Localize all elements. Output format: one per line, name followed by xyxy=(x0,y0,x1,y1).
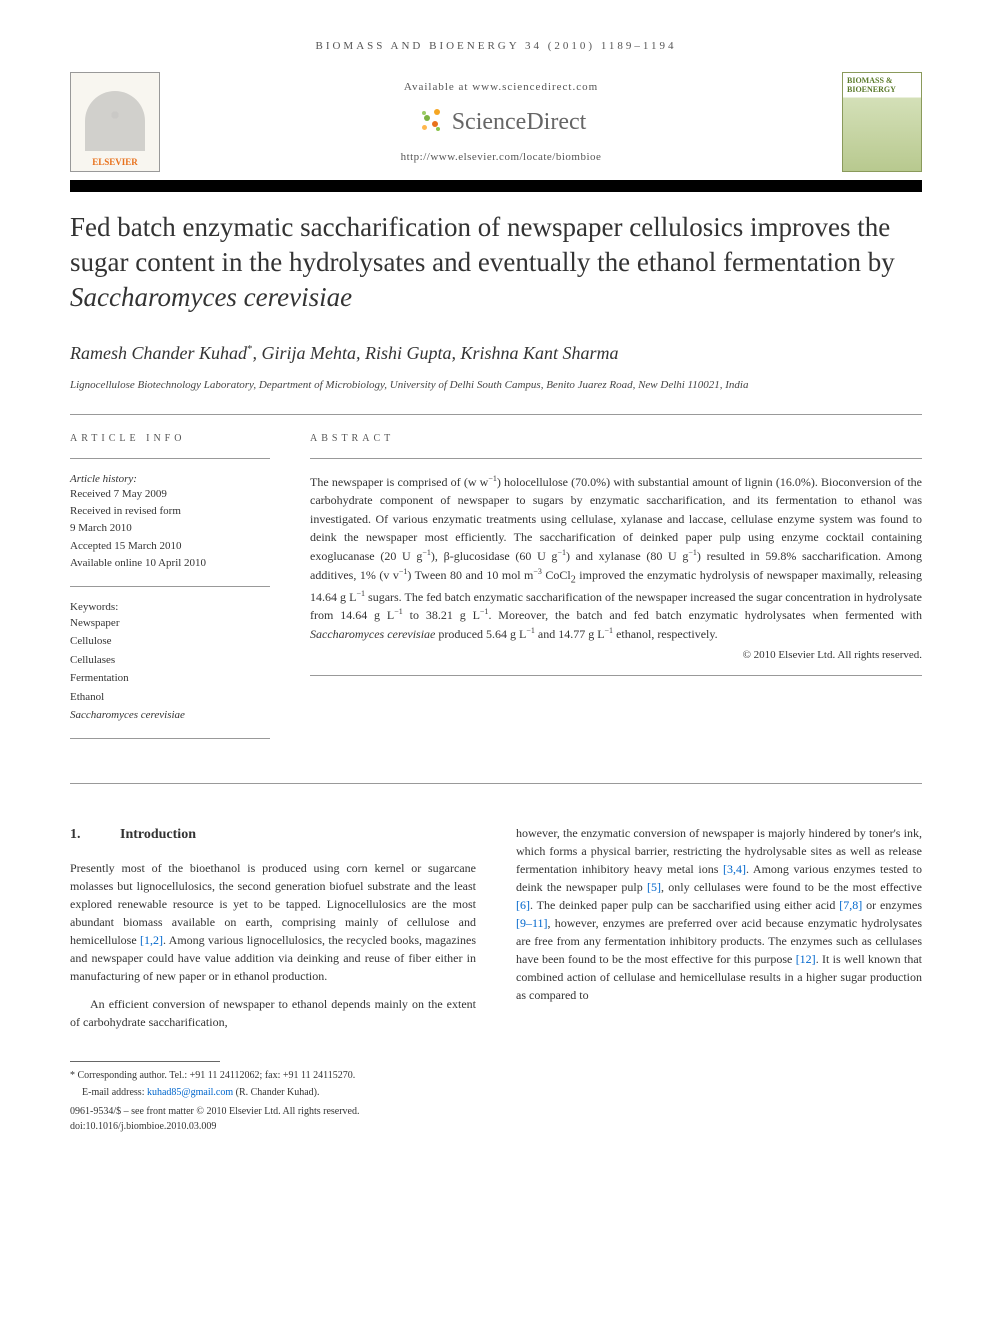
divider xyxy=(310,675,922,676)
body-paragraph: however, the enzymatic conversion of new… xyxy=(516,824,922,1004)
body-two-column: 1.Introduction Presently most of the bio… xyxy=(70,824,922,1134)
divider xyxy=(70,586,270,587)
history-item: Available online 10 April 2010 xyxy=(70,556,270,571)
keyword: Saccharomyces cerevisiae xyxy=(70,707,270,724)
keyword: Ethanol xyxy=(70,689,270,706)
publisher-banner: ELSEVIER Available at www.sciencedirect.… xyxy=(70,72,922,172)
journal-cover-thumbnail: BIOMASS & BIOENERGY xyxy=(842,72,922,172)
article-history-label: Article history: xyxy=(70,473,270,485)
cover-title: BIOMASS & BIOENERGY xyxy=(847,77,917,95)
divider xyxy=(70,414,922,415)
keyword: Cellulose xyxy=(70,633,270,650)
section-title: Introduction xyxy=(120,827,196,842)
history-item: Received 7 May 2009 xyxy=(70,487,270,502)
footnote-area: * Corresponding author. Tel.: +91 11 241… xyxy=(70,1061,476,1134)
email-label: E-mail address: xyxy=(82,1087,147,1098)
abstract-text: The newspaper is comprised of (w w−1) ho… xyxy=(310,473,922,644)
right-column: however, the enzymatic conversion of new… xyxy=(516,824,922,1134)
body-paragraph: Presently most of the bioethanol is prod… xyxy=(70,859,476,985)
sciencedirect-logo[interactable]: ScienceDirect xyxy=(416,107,587,137)
keywords-label: Keywords: xyxy=(70,601,270,613)
divider xyxy=(70,458,270,459)
elsevier-label: ELSEVIER xyxy=(92,157,138,167)
divider xyxy=(70,783,922,784)
author-email-link[interactable]: kuhad85@gmail.com xyxy=(147,1087,233,1098)
history-item: Received in revised form xyxy=(70,504,270,519)
keyword: Fermentation xyxy=(70,670,270,687)
info-abstract-row: ARTICLE INFO Article history: Received 7… xyxy=(70,433,922,753)
journal-url[interactable]: http://www.elsevier.com/locate/biombioe xyxy=(180,151,822,163)
elsevier-logo: ELSEVIER xyxy=(70,72,160,172)
section-number: 1. xyxy=(70,824,120,845)
author-list: Ramesh Chander Kuhad*, Girija Mehta, Ris… xyxy=(70,343,922,364)
history-item: 9 March 2010 xyxy=(70,521,270,536)
banner-center: Available at www.sciencedirect.com Scien… xyxy=(180,81,822,163)
abstract-heading: ABSTRACT xyxy=(310,433,922,444)
available-at-text: Available at www.sciencedirect.com xyxy=(180,81,822,93)
keyword: Newspaper xyxy=(70,615,270,632)
title-separator-bar xyxy=(70,180,922,192)
author-affiliation: Lignocellulose Biotechnology Laboratory,… xyxy=(70,378,922,393)
divider xyxy=(310,458,922,459)
left-column: 1.Introduction Presently most of the bio… xyxy=(70,824,476,1134)
section-heading: 1.Introduction xyxy=(70,824,476,845)
history-item: Accepted 15 March 2010 xyxy=(70,539,270,554)
elsevier-tree-icon xyxy=(85,91,145,151)
email-suffix: (R. Chander Kuhad). xyxy=(233,1087,319,1098)
sciencedirect-text: ScienceDirect xyxy=(452,109,587,136)
article-info-column: ARTICLE INFO Article history: Received 7… xyxy=(70,433,270,753)
issn-line: 0961-9534/$ – see front matter © 2010 El… xyxy=(70,1104,476,1119)
sciencedirect-icon xyxy=(416,107,446,137)
body-paragraph: An efficient conversion of newspaper to … xyxy=(70,995,476,1031)
article-title: Fed batch enzymatic saccharification of … xyxy=(70,210,922,315)
email-line: E-mail address: kuhad85@gmail.com (R. Ch… xyxy=(82,1085,476,1100)
divider xyxy=(70,738,270,739)
doi-line: doi:10.1016/j.biombioe.2010.03.009 xyxy=(70,1119,476,1134)
article-info-heading: ARTICLE INFO xyxy=(70,433,270,444)
abstract-copyright: © 2010 Elsevier Ltd. All rights reserved… xyxy=(310,649,922,661)
corresponding-author: * Corresponding author. Tel.: +91 11 241… xyxy=(70,1068,476,1083)
abstract-column: ABSTRACT The newspaper is comprised of (… xyxy=(310,433,922,753)
journal-running-header: BIOMASS AND BIOENERGY 34 (2010) 1189–119… xyxy=(70,40,922,52)
footnote-rule xyxy=(70,1061,220,1062)
keyword: Cellulases xyxy=(70,652,270,669)
